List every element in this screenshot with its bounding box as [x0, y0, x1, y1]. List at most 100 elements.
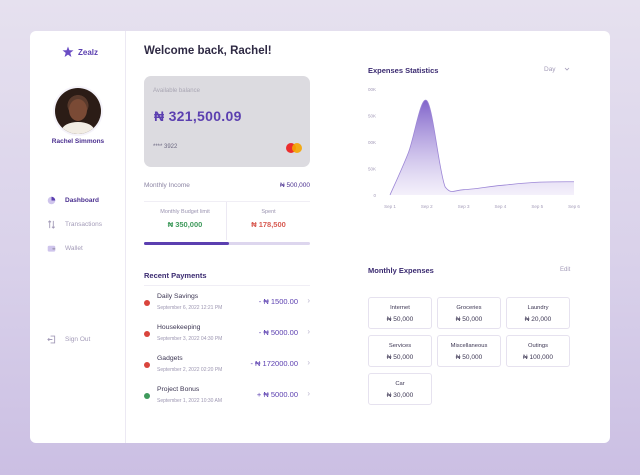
income-value: ₦ 500,000	[280, 182, 310, 189]
expense-name: Laundry	[527, 305, 549, 311]
expense-tile[interactable]: Services ₦ 50,000	[368, 335, 432, 367]
main-content: Welcome back, Rachel! Available balance …	[126, 31, 610, 443]
payment-amount: - ₦ 1500.00	[258, 297, 298, 306]
brand-name: Zealz	[78, 47, 99, 57]
avatar-face	[69, 99, 87, 121]
chevron-right-icon[interactable]: ›	[307, 389, 310, 398]
expense-name: Internet	[390, 305, 410, 311]
payment-name: Daily Savings	[157, 293, 199, 300]
recent-payments-title: Recent Payments	[144, 271, 207, 280]
balance-value: ₦ 321,500.09	[154, 108, 242, 124]
payment-date: September 3, 2022 04:30 PM	[157, 336, 223, 342]
card-number: **** 3922	[153, 144, 178, 150]
expense-tile[interactable]: Outings ₦ 100,000	[506, 335, 570, 367]
expense-value: ₦ 30,000	[386, 392, 414, 399]
period-value: Day	[544, 66, 556, 73]
payment-date: September 1, 2022 10:30 AM	[157, 398, 223, 404]
star-logo-icon	[62, 46, 74, 57]
payment-row[interactable]: Project Bonus September 1, 2022 10:30 AM +…	[144, 386, 310, 410]
chevron-right-icon[interactable]: ›	[307, 296, 310, 305]
expense-value: ₦ 20,000	[524, 316, 552, 323]
payment-row[interactable]: Daily Savings September 6, 2022 12:21 PM -…	[144, 293, 310, 317]
expense-tile[interactable]: Internet ₦ 50,000	[368, 297, 432, 329]
budget-summary: Monthly Budget limit ₦ 350,000 Spent ₦ 1…	[144, 201, 310, 241]
y-tick-label: 0	[373, 193, 376, 198]
nav-label: Wallet	[65, 245, 83, 252]
nav-item-wallet[interactable]: Wallet	[47, 244, 83, 253]
spent-summary: Spent ₦ 178,500	[227, 202, 310, 240]
payment-amount: + ₦ 5000.00	[256, 390, 298, 399]
expense-tile[interactable]: Car ₦ 30,000	[368, 373, 432, 405]
expenses-chart: 0 50K 100K 150K 200K Sep 1 Sep 2 Sep 3 Sep 4 Sep …	[368, 87, 580, 209]
expense-value: ₦ 50,000	[455, 354, 483, 361]
payment-name: Gadgets	[157, 355, 183, 362]
y-tick-label: 50K	[368, 167, 376, 172]
budget-progress-bar	[144, 242, 310, 245]
balance-card[interactable]: Available balance ₦ 321,500.09 **** 3922	[144, 76, 310, 167]
expense-name: Miscellaneous	[450, 343, 488, 349]
payment-amount: - ₦ 5000.00	[258, 328, 298, 337]
spent-label: Spent	[261, 209, 276, 215]
status-dot	[144, 331, 150, 337]
expense-tile[interactable]: Groceries ₦ 50,000	[437, 297, 501, 329]
expense-value: ₦ 100,000	[523, 354, 553, 361]
expense-tile[interactable]: Miscellaneous ₦ 50,000	[437, 335, 501, 367]
page-title: Welcome back, Rachel!	[144, 45, 272, 57]
brand-logo[interactable]: Zealz	[62, 46, 98, 58]
expense-name: Car	[395, 381, 405, 387]
x-tick-label: Sep 1	[384, 204, 396, 209]
app-window: Zealz Rachel Simmons Dashboard Transacti…	[30, 31, 610, 443]
sign-out-icon	[47, 335, 56, 344]
income-label: Monthly Income	[144, 182, 190, 189]
nav-label: Transactions	[65, 221, 102, 228]
status-dot	[144, 362, 150, 368]
budget-limit: Monthly Budget limit ₦ 350,000	[144, 202, 227, 240]
wallet-icon	[47, 245, 56, 252]
period-select[interactable]: Day	[544, 66, 570, 73]
payment-name: Housekeeping	[157, 324, 201, 331]
budget-progress-fill	[144, 242, 229, 245]
expenses-line	[389, 100, 575, 196]
chevron-down-icon	[564, 67, 569, 71]
monthly-expenses-title: Monthly Expenses	[368, 266, 434, 275]
payment-name: Project Bonus	[157, 386, 200, 393]
avatar[interactable]	[55, 88, 101, 134]
transfer-arrows-icon	[48, 220, 55, 229]
pie-chart-icon	[47, 196, 56, 205]
x-tick-label: Sep 6	[568, 204, 580, 209]
expense-value: ₦ 50,000	[455, 316, 483, 323]
sign-out-button[interactable]: Sign Out	[47, 335, 90, 344]
avatar-shirt	[62, 122, 94, 134]
expense-value: ₦ 50,000	[386, 316, 414, 323]
monthly-income-row: Monthly Income ₦ 500,000	[144, 182, 310, 189]
status-dot	[144, 393, 150, 399]
budget-label: Monthly Budget limit	[160, 209, 210, 215]
expenses-area	[390, 100, 574, 195]
chevron-right-icon[interactable]: ›	[307, 358, 310, 367]
x-tick-label: Sep 2	[421, 204, 433, 209]
nav-item-transactions[interactable]: Transactions	[47, 220, 102, 229]
y-tick-label: 150K	[368, 114, 376, 119]
balance-label: Available balance	[153, 88, 200, 94]
payment-date: September 6, 2022 12:21 PM	[157, 305, 223, 311]
chevron-right-icon[interactable]: ›	[307, 327, 310, 336]
expense-name: Groceries	[456, 305, 482, 311]
edit-link[interactable]: Edit	[560, 267, 571, 273]
y-tick-label: 100K	[368, 140, 376, 145]
payment-row[interactable]: Gadgets September 2, 2022 02:20 PM - ₦ 172…	[144, 355, 310, 379]
spent-value: ₦ 178,500	[251, 220, 286, 229]
sidebar: Zealz Rachel Simmons Dashboard Transacti…	[30, 31, 126, 443]
y-tick-label: 200K	[368, 87, 376, 92]
x-tick-label: Sep 3	[458, 204, 470, 209]
nav-label: Dashboard	[65, 197, 99, 204]
expense-name: Outings	[528, 343, 548, 349]
payment-row[interactable]: Housekeeping September 3, 2022 04:30 PM - …	[144, 324, 310, 348]
nav-item-dashboard[interactable]: Dashboard	[47, 196, 99, 205]
divider	[144, 285, 310, 286]
expense-name: Services	[388, 343, 412, 349]
expense-tile[interactable]: Laundry ₦ 20,000	[506, 297, 570, 329]
status-dot	[144, 300, 150, 306]
expense-value: ₦ 50,000	[386, 354, 414, 361]
x-tick-label: Sep 5	[531, 204, 543, 209]
stats-title: Expenses Statistics	[368, 66, 439, 75]
